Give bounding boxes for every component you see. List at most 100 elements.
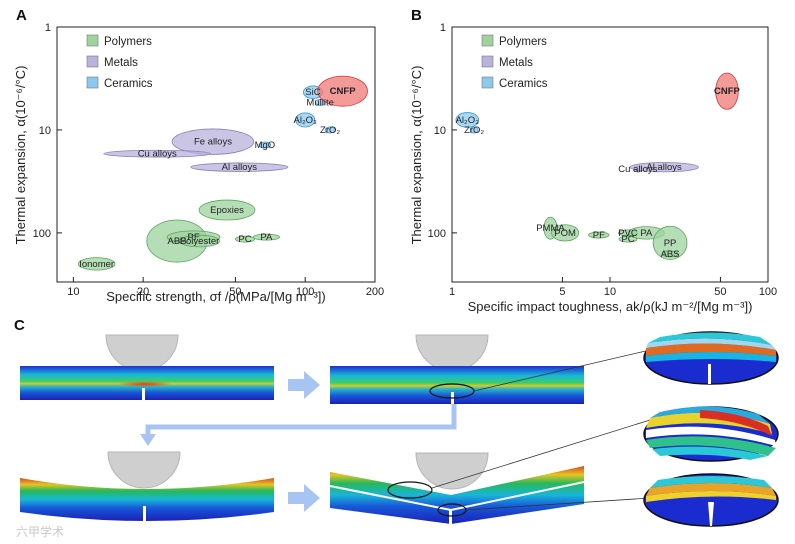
panel-b-blob-label-al-alloys: Al alloys bbox=[646, 162, 682, 173]
panel-b-blob-pom bbox=[551, 224, 580, 242]
panel-b-y-tick-label-10: 10 bbox=[434, 125, 446, 137]
beam-1-stress-zone bbox=[117, 381, 173, 387]
panel-a-y-tick-label-1: 1 bbox=[45, 22, 51, 34]
panel-b-x-tick-label-100: 100 bbox=[759, 286, 777, 298]
zoom-inset-3 bbox=[643, 473, 779, 527]
panel-b-legend-swatch-polymers bbox=[481, 34, 494, 47]
beam-4-zoom-region-1 bbox=[387, 481, 433, 499]
panel-b-y-tick-label-100: 100 bbox=[428, 228, 446, 240]
panel-b-legend-label-metals: Metals bbox=[499, 57, 533, 69]
panel-a-blob-mullite bbox=[314, 98, 326, 106]
beam-2-zoom-line bbox=[473, 349, 651, 392]
panel-a-blob-label-pc: PC bbox=[238, 234, 251, 245]
panel-a-plot-frame bbox=[56, 26, 376, 283]
beam-frame-1 bbox=[20, 334, 274, 400]
panel-a-x-tick-label-200: 200 bbox=[366, 286, 384, 298]
beam-4-zoom-line-2 bbox=[465, 497, 651, 511]
indenter-2 bbox=[415, 334, 489, 372]
panel-b-label: B bbox=[411, 7, 422, 24]
panel-c-simulation: C bbox=[14, 317, 779, 539]
panel-b-blob-label-pp: PP bbox=[664, 238, 677, 249]
panel-a-blob-mgo bbox=[258, 141, 272, 149]
panel-c-label: C bbox=[14, 317, 25, 334]
panel-a-blob-label-fe-alloys: Fe alloys bbox=[194, 137, 232, 148]
beam-4-zoom-line-1 bbox=[431, 419, 651, 489]
panel-b-legend-label-ceramics: Ceramics bbox=[499, 78, 548, 90]
panel-a-blob-cnfp bbox=[317, 75, 368, 107]
panel-b-blob-label-cnfp: CNFP bbox=[714, 86, 741, 97]
panel-b-legend: Polymers Metals Ceramics bbox=[481, 34, 548, 90]
beam-4-notch bbox=[449, 510, 452, 524]
beam-frame-2 bbox=[330, 334, 651, 404]
panel-b-blob-label-pom: POM bbox=[554, 228, 576, 239]
panel-a-blob-label-al-o: Al₂O₃ bbox=[294, 115, 318, 126]
panel-a-legend-label-metals: Metals bbox=[104, 57, 138, 69]
panel-a-x-tick-label-50: 50 bbox=[229, 286, 241, 298]
panel-a-blob-label-sic: SiC bbox=[305, 87, 320, 98]
panel-b-blob-pf bbox=[588, 231, 610, 239]
panel-a-legend-swatch-ceramics bbox=[86, 76, 99, 89]
panel-b-blob-label-abs: ABS bbox=[661, 249, 680, 260]
panel-a-y-tick-label-10: 10 bbox=[39, 125, 51, 137]
panel-b-blob-label-zro: ZrO₂ bbox=[464, 125, 484, 136]
panel-a-blob-label-mullite: Mullite bbox=[306, 97, 333, 108]
panel-b-blob-cnfp bbox=[715, 72, 739, 110]
panel-b-blob-label-pa: PA bbox=[640, 228, 653, 239]
panel-a-blob-al-o bbox=[295, 112, 316, 128]
panel-a-y-tick-label-100: 100 bbox=[33, 228, 51, 240]
panel-a-blob-label-abs: ABS bbox=[168, 236, 187, 247]
panel-b-y-axis-label: Thermal expansion, α(10⁻⁶/°C) bbox=[409, 66, 424, 245]
panel-b-blob-label-pf: PF bbox=[593, 230, 605, 241]
indenter-1 bbox=[105, 334, 179, 372]
panel-b-x-tick-label-1: 1 bbox=[449, 286, 455, 298]
indenter-3 bbox=[107, 451, 181, 489]
panel-b-blob-label-al-o: Al₂O₃ bbox=[456, 115, 480, 126]
panel-b-blob-al-alloys bbox=[629, 162, 699, 173]
panel-a-blob-label-epoxies: Epoxies bbox=[210, 205, 244, 216]
panel-b-blob-pc bbox=[618, 235, 638, 243]
arrow-return bbox=[145, 404, 457, 436]
panel-b-x-tick-label-10: 10 bbox=[604, 286, 616, 298]
zoom-inset-2 bbox=[643, 406, 779, 462]
panel-a-blob-pa bbox=[252, 233, 280, 241]
panel-a-blob-label-cnfp: CNFP bbox=[330, 86, 357, 97]
panel-b-blob-label-pc: PC bbox=[621, 234, 634, 245]
panel-a-blob-label-al-alloys: Al alloys bbox=[222, 162, 258, 173]
panel-a-blob-cu-alloys bbox=[103, 149, 212, 158]
beam-3-notch bbox=[143, 506, 146, 522]
panel-a-legend-label-ceramics: Ceramics bbox=[104, 78, 153, 90]
panel-a-blob-zro bbox=[324, 126, 336, 134]
panel-b-blob-label-pvc: PVC bbox=[618, 228, 638, 239]
panel-a-legend-swatch-metals bbox=[86, 55, 99, 68]
panel-a-blob-ionomer bbox=[77, 257, 116, 271]
beam-frame-4 bbox=[329, 419, 651, 524]
arrow-right-2 bbox=[288, 484, 320, 512]
panel-a-blob-epoxies bbox=[198, 199, 256, 221]
panel-b-blob-zro bbox=[469, 126, 479, 134]
panel-a-legend: Polymers Metals Ceramics bbox=[86, 34, 153, 90]
panel-b-x-tick-label-50: 50 bbox=[714, 286, 726, 298]
arrow-return-head bbox=[140, 434, 156, 446]
panel-a-blob-label-ionomer: Ionomer bbox=[79, 259, 114, 270]
panel-a-x-axis-label: Specific strength, σf /ρ(MPa/[Mg m⁻³]) bbox=[106, 289, 326, 304]
beam-4 bbox=[330, 466, 584, 524]
panel-b-legend-swatch-ceramics bbox=[481, 76, 494, 89]
panel-a-x-tick-label-100: 100 bbox=[296, 286, 314, 298]
panel-a-blob-label-zro: ZrO₂ bbox=[320, 125, 340, 136]
panel-a-blob-polyester bbox=[179, 234, 220, 248]
panel-a-blob-label-pa: PA bbox=[260, 232, 273, 243]
panel-a-legend-swatch-polymers bbox=[86, 34, 99, 47]
arrow-right-1 bbox=[288, 371, 320, 399]
beam-3 bbox=[20, 478, 274, 521]
panel-b-blob-abs bbox=[661, 250, 679, 258]
watermark-text: 六甲学术 bbox=[16, 524, 64, 539]
panel-a-chart: A 10 20 50 100 200 1 10 100 Polymers Metals Ceram… bbox=[13, 7, 384, 304]
panel-b-legend-label-polymers: Polymers bbox=[499, 36, 547, 48]
panel-b-y-tick-label-1: 1 bbox=[440, 22, 446, 34]
panel-a-y-axis-label: Thermal expansion, α(10⁻⁶/°C) bbox=[13, 66, 28, 245]
beam-1-notch bbox=[142, 388, 145, 400]
panel-a-blob-label-pf: PF bbox=[188, 232, 200, 243]
panel-a-blob-label-cu-alloys: Cu alloys bbox=[138, 149, 177, 160]
panel-b-blob-pp bbox=[652, 225, 688, 260]
